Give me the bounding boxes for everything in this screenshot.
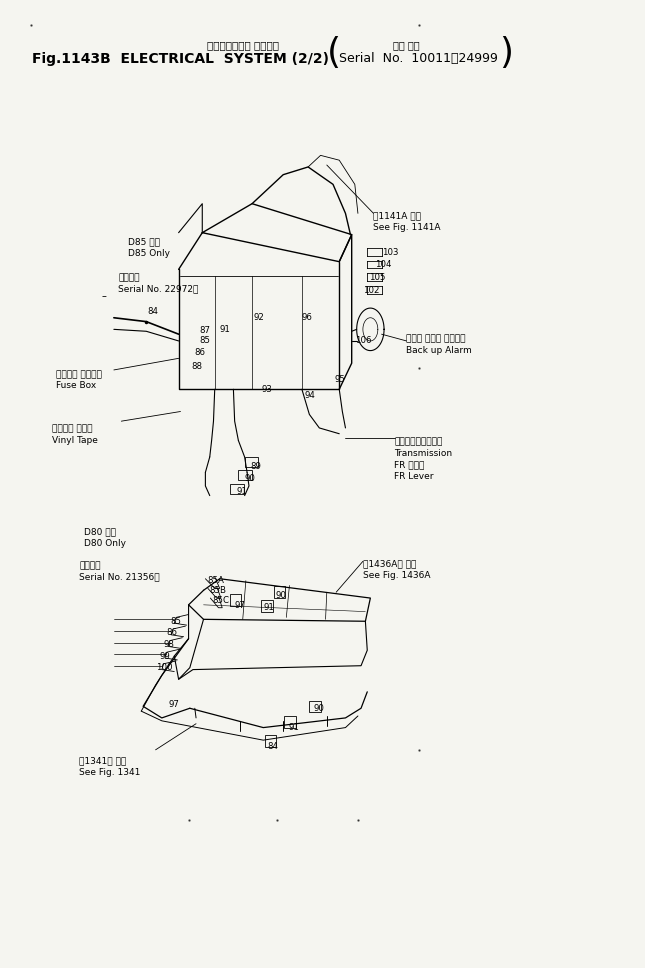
Text: 84: 84 xyxy=(268,742,279,751)
Bar xyxy=(239,470,252,480)
Text: 102: 102 xyxy=(363,287,379,295)
Text: 90: 90 xyxy=(313,704,324,712)
Text: 85C: 85C xyxy=(212,596,229,605)
Text: エレクトリカル システム: エレクトリカル システム xyxy=(207,40,279,50)
Bar xyxy=(284,716,295,728)
Text: 85: 85 xyxy=(170,617,181,625)
Text: –: – xyxy=(101,290,106,301)
Bar xyxy=(244,457,258,467)
Text: 85A: 85A xyxy=(207,576,224,586)
Text: 通用 号機: 通用 号機 xyxy=(393,40,420,50)
Text: 98: 98 xyxy=(164,640,175,649)
Text: ヒニール テープ
Vinyl Tape: ヒニール テープ Vinyl Tape xyxy=(52,424,97,444)
Bar xyxy=(274,587,285,598)
Text: 84: 84 xyxy=(148,308,159,317)
Text: ヒュース ボックス
Fuse Box: ヒュース ボックス Fuse Box xyxy=(56,370,102,390)
Text: Fig.1143B  ELECTRICAL  SYSTEM (2/2): Fig.1143B ELECTRICAL SYSTEM (2/2) xyxy=(32,51,329,66)
Bar xyxy=(310,701,321,712)
Text: (: ( xyxy=(327,36,341,70)
Text: 92: 92 xyxy=(253,314,264,322)
Text: バック アップ アラーム
Back up Alarm: バック アップ アラーム Back up Alarm xyxy=(406,334,472,354)
Text: 95: 95 xyxy=(334,376,345,384)
Text: 103: 103 xyxy=(382,248,398,257)
Text: 第1341図 参照
See Fig. 1341: 第1341図 参照 See Fig. 1341 xyxy=(79,757,141,777)
Text: 106: 106 xyxy=(355,337,372,346)
Text: トランスミッション
Transmission
FR レバー
FR Lever: トランスミッション Transmission FR レバー FR Lever xyxy=(394,438,452,481)
Text: 第1141A 参照
See Fig. 1141A: 第1141A 参照 See Fig. 1141A xyxy=(373,211,441,232)
Text: 87: 87 xyxy=(199,326,210,335)
Text: 90: 90 xyxy=(276,590,286,599)
Text: 104: 104 xyxy=(375,260,392,269)
Text: 91: 91 xyxy=(263,603,274,612)
Bar xyxy=(230,484,244,494)
Bar xyxy=(264,736,276,747)
Text: 90: 90 xyxy=(244,473,255,483)
Bar xyxy=(261,600,273,612)
Text: 91: 91 xyxy=(237,487,248,497)
Text: 85: 85 xyxy=(199,337,210,346)
Text: ): ) xyxy=(499,36,513,70)
Text: 88: 88 xyxy=(191,362,202,371)
Text: 99: 99 xyxy=(160,651,171,660)
Text: 100: 100 xyxy=(155,663,172,672)
Text: 第1436A図 参照
See Fig. 1436A: 第1436A図 参照 See Fig. 1436A xyxy=(363,560,430,580)
Text: 86: 86 xyxy=(166,628,177,637)
Text: D80 専用
D80 Only: D80 専用 D80 Only xyxy=(84,528,126,548)
Text: 適用号機
Serial No. 21356～: 適用号機 Serial No. 21356～ xyxy=(79,561,159,582)
Text: 97: 97 xyxy=(168,700,179,709)
Text: 91: 91 xyxy=(288,723,299,732)
Text: Serial  No.  10011～24999: Serial No. 10011～24999 xyxy=(339,52,499,65)
Text: 85B: 85B xyxy=(210,586,227,594)
Text: 96: 96 xyxy=(302,314,313,322)
Text: D85 専用
D85 Only: D85 専用 D85 Only xyxy=(128,237,170,257)
Text: 94: 94 xyxy=(305,390,316,400)
Text: 105: 105 xyxy=(369,273,386,282)
Text: 89: 89 xyxy=(251,462,262,471)
Text: 91: 91 xyxy=(220,325,230,334)
Text: 97: 97 xyxy=(235,601,246,610)
Bar xyxy=(230,594,241,606)
Text: 86: 86 xyxy=(195,348,206,357)
Text: 適用号機
Serial No. 22972～: 適用号機 Serial No. 22972～ xyxy=(118,273,199,293)
Text: 93: 93 xyxy=(261,384,272,394)
